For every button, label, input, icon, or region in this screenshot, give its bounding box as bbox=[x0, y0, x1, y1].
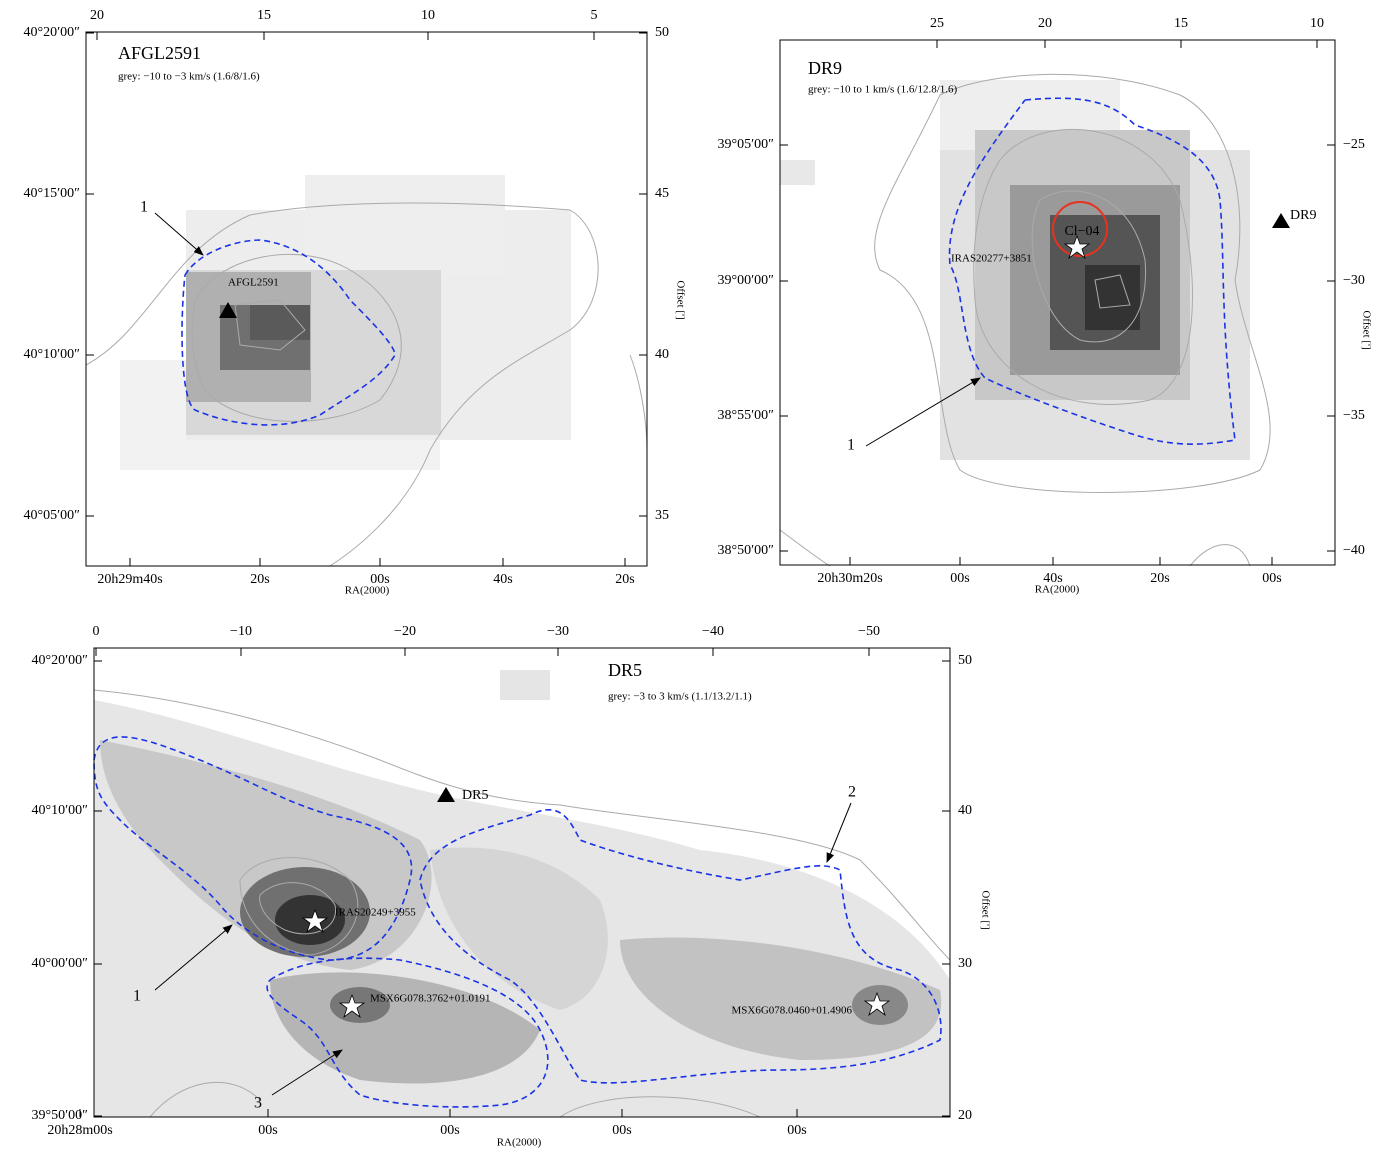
bottom-tick-label: 20s bbox=[250, 572, 269, 587]
left-tick-label: 40°20′00″ bbox=[24, 25, 81, 40]
top-tick-label: −40 bbox=[702, 624, 724, 639]
right-tick-label: 20 bbox=[958, 1108, 972, 1123]
left-tick-label: 40°15′00″ bbox=[24, 186, 81, 201]
bottom-tick-label: 20s bbox=[615, 572, 634, 587]
annotation: DR5 bbox=[462, 788, 488, 803]
left-tick-label: 38°55′00″ bbox=[718, 408, 775, 423]
frame bbox=[779, 39, 1336, 566]
left-tick-label: 40°10′00″ bbox=[32, 803, 89, 818]
top-tick-label: −10 bbox=[230, 624, 252, 639]
grey-map bbox=[120, 175, 571, 470]
annotation: 1 bbox=[847, 437, 855, 454]
top-tick-label: −20 bbox=[394, 624, 416, 639]
x-label: RA(2000) bbox=[345, 585, 390, 597]
panel-title: AFGL2591 bbox=[118, 43, 201, 63]
x-label: RA(2000) bbox=[497, 1137, 542, 1149]
annotation: MSX6G078.3762+01.0191 bbox=[370, 993, 491, 1005]
y2-label: Offset ['] bbox=[1360, 310, 1372, 349]
annotation: AFGL2591 bbox=[228, 277, 279, 289]
right-tick-label: −35 bbox=[1343, 408, 1365, 423]
frame bbox=[85, 31, 648, 567]
left-tick-label: 38°50′00″ bbox=[718, 543, 775, 558]
grey-map bbox=[94, 670, 950, 1117]
annotation: MSX6G078.0460+01.4906 bbox=[732, 1005, 853, 1017]
annotation: DR9 bbox=[1290, 208, 1316, 223]
top-tick-label: 20 bbox=[90, 8, 104, 23]
top-tick-label: 10 bbox=[1310, 16, 1324, 31]
right-tick-label: 50 bbox=[958, 653, 972, 668]
right-tick-label: −40 bbox=[1343, 543, 1365, 558]
right-tick-label: 50 bbox=[655, 25, 669, 40]
top-tick-label: 20 bbox=[1038, 16, 1052, 31]
annotation: 1 bbox=[133, 988, 141, 1005]
right-tick-label: 45 bbox=[655, 186, 669, 201]
bottom-tick-label: 00s bbox=[258, 1123, 277, 1138]
annotation: IRAS20249+3955 bbox=[335, 907, 416, 919]
left-tick-label: 40°05′00″ bbox=[24, 508, 81, 523]
right-tick-label: −30 bbox=[1343, 273, 1365, 288]
bottom-tick-label: 40s bbox=[493, 572, 512, 587]
panel-dr9: DR9 grey: −10 to 1 km/s (1.6/12.8/1.6) C… bbox=[779, 39, 1372, 596]
frame bbox=[93, 647, 951, 1118]
left-tick-label: 39°50′00″ bbox=[32, 1108, 89, 1123]
left-tick-label: 39°05′00″ bbox=[718, 137, 775, 152]
bottom-tick-label: 00s bbox=[370, 572, 389, 587]
top-tick-label: 0 bbox=[93, 624, 100, 639]
bottom-tick-label: 00s bbox=[950, 571, 969, 586]
left-tick-label: 39°00′00″ bbox=[718, 273, 775, 288]
x-label: RA(2000) bbox=[1035, 584, 1080, 596]
top-tick-label: −50 bbox=[858, 624, 880, 639]
bottom-tick-label: 40s bbox=[1043, 571, 1062, 586]
bottom-tick-label: 00s bbox=[440, 1123, 459, 1138]
right-tick-label: 40 bbox=[655, 347, 669, 362]
panel-title: DR5 bbox=[608, 660, 642, 680]
top-tick-label: 15 bbox=[257, 8, 271, 23]
top-tick-label: 15 bbox=[1174, 16, 1188, 31]
right-tick-label: 35 bbox=[655, 508, 669, 523]
panel-subtitle: grey: −3 to 3 km/s (1.1/13.2/1.1) bbox=[608, 691, 752, 703]
right-tick-label: 30 bbox=[958, 956, 972, 971]
bottom-tick-label: 20h29m40s bbox=[97, 572, 162, 587]
annotation: 3 bbox=[254, 1095, 262, 1112]
grey-map bbox=[780, 80, 1250, 460]
bottom-tick-label: 20h30m20s bbox=[817, 571, 882, 586]
annotation: 2 bbox=[848, 784, 856, 801]
annotation: Cl−04 bbox=[1064, 224, 1099, 239]
y2-label: Offset ['] bbox=[979, 890, 991, 929]
right-tick-label: −25 bbox=[1343, 137, 1365, 152]
panel-dr5: DR5 grey: −3 to 3 km/s (1.1/13.2/1.1) DR… bbox=[93, 647, 991, 1149]
panel-subtitle: grey: −10 to 1 km/s (1.6/12.8/1.6) bbox=[808, 84, 958, 96]
bottom-tick-label: 20h28m00s bbox=[47, 1123, 112, 1138]
right-tick-label: 40 bbox=[958, 803, 972, 818]
top-tick-label: 25 bbox=[930, 16, 944, 31]
top-tick-label: −30 bbox=[547, 624, 569, 639]
left-tick-label: 40°00′00″ bbox=[32, 956, 89, 971]
y2-label: Offset ['] bbox=[674, 280, 686, 319]
annotation: 1 bbox=[140, 199, 148, 216]
annotation: IRAS20277+3851 bbox=[951, 253, 1032, 265]
top-tick-label: 10 bbox=[421, 8, 435, 23]
left-tick-label: 40°10′00″ bbox=[24, 347, 81, 362]
bottom-tick-label: 00s bbox=[787, 1123, 806, 1138]
bottom-tick-label: 00s bbox=[1262, 571, 1281, 586]
left-tick-label: 40°20′00″ bbox=[32, 653, 89, 668]
panel-title: DR9 bbox=[808, 58, 842, 78]
bottom-tick-label: 20s bbox=[1150, 571, 1169, 586]
top-tick-label: 5 bbox=[591, 8, 598, 23]
bottom-tick-label: 00s bbox=[612, 1123, 631, 1138]
panel-subtitle: grey: −10 to −3 km/s (1.6/8/1.6) bbox=[118, 71, 260, 83]
panel-afgl2591: AFGL2591 grey: −10 to −3 km/s (1.6/8/1.6… bbox=[85, 31, 686, 597]
